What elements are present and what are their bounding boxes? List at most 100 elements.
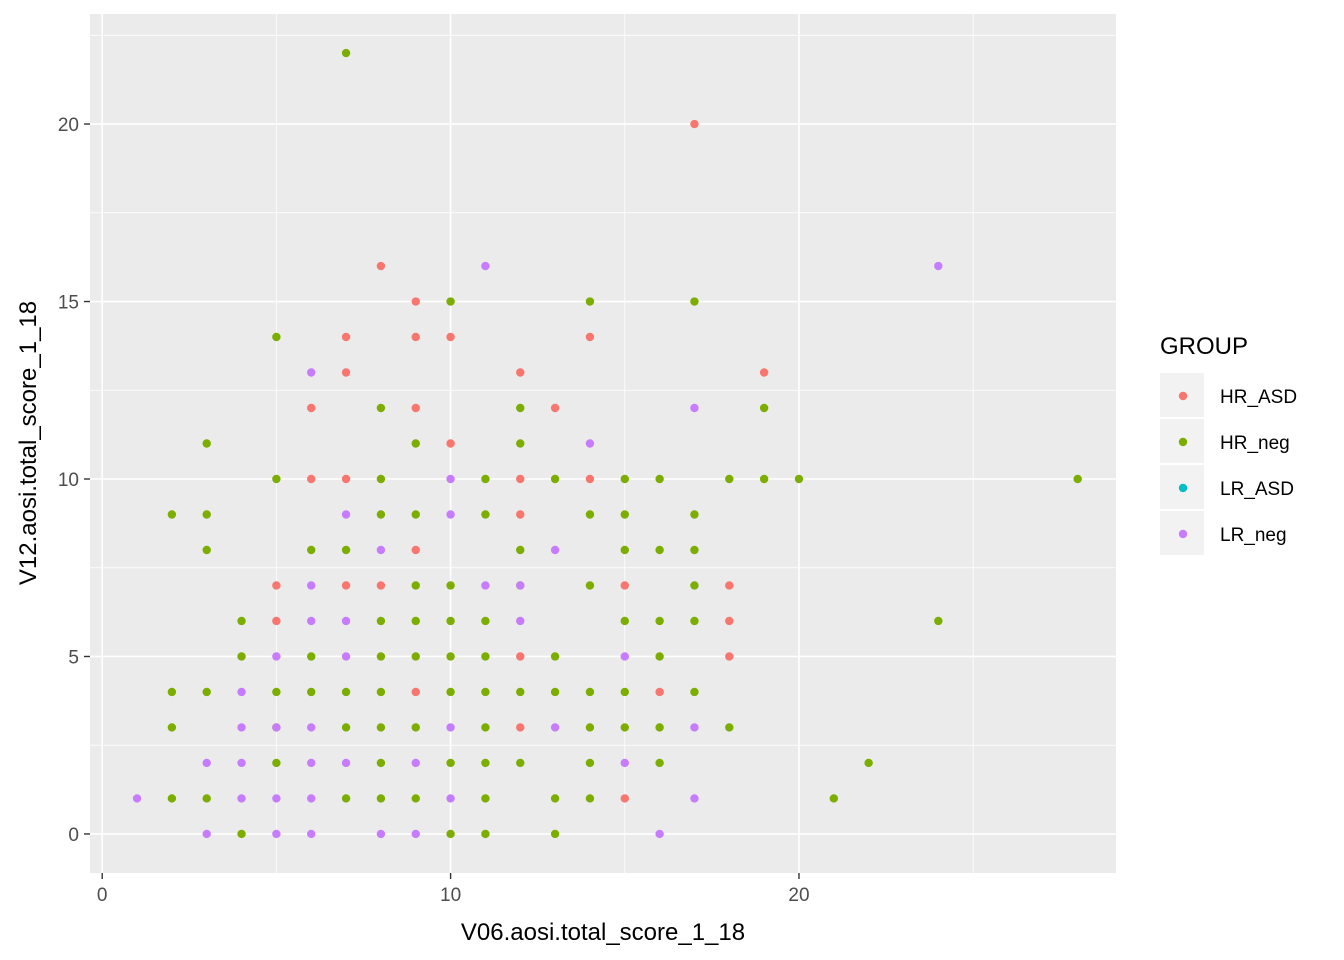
point-HR_neg bbox=[550, 687, 560, 697]
point-LR_neg bbox=[550, 545, 560, 555]
point-HR_neg bbox=[516, 687, 525, 697]
point-LR_neg bbox=[411, 829, 420, 839]
point-HR_neg bbox=[411, 723, 420, 732]
point-HR_neg bbox=[202, 510, 211, 519]
point-HR_neg bbox=[550, 794, 560, 803]
point-HR_neg bbox=[585, 687, 595, 697]
point-HR_neg bbox=[376, 758, 386, 768]
point-LR_neg bbox=[237, 687, 246, 697]
point-HR_neg bbox=[481, 723, 490, 732]
point-HR_neg bbox=[690, 687, 699, 697]
point-LR_neg bbox=[202, 829, 211, 839]
point-HR_ASD bbox=[550, 403, 560, 413]
point-HR_neg bbox=[585, 723, 595, 732]
point-LR_neg bbox=[272, 652, 281, 661]
point-HR_ASD bbox=[411, 332, 420, 342]
point-LR_neg bbox=[620, 652, 629, 661]
point-HR_neg bbox=[202, 545, 211, 555]
point-HR_neg bbox=[620, 616, 629, 626]
point-HR_ASD bbox=[585, 332, 595, 342]
point-HR_neg bbox=[446, 829, 455, 839]
point-HR_ASD bbox=[759, 368, 769, 377]
point-HR_neg bbox=[411, 794, 420, 803]
point-LR_neg bbox=[446, 794, 455, 803]
point-HR_ASD bbox=[341, 332, 351, 342]
point-HR_neg bbox=[307, 652, 316, 661]
point-HR_neg bbox=[759, 474, 769, 484]
point-LR_neg bbox=[481, 261, 490, 271]
point-HR_neg bbox=[376, 616, 386, 626]
point-HR_neg bbox=[690, 510, 699, 519]
point-HR_neg bbox=[550, 829, 560, 839]
point-HR_neg bbox=[620, 687, 629, 697]
legend: HR_ASD HR_neg LR_ASD LR_neg bbox=[1160, 373, 1297, 555]
point-HR_neg bbox=[655, 758, 664, 768]
point-HR_neg bbox=[481, 829, 490, 839]
point-LR_neg bbox=[481, 581, 490, 590]
point-HR_neg bbox=[864, 758, 873, 768]
panel-background bbox=[90, 14, 1116, 873]
point-HR_neg bbox=[202, 687, 211, 697]
data-points bbox=[132, 48, 1082, 839]
point-HR_ASD bbox=[307, 474, 316, 484]
point-LR_neg bbox=[411, 758, 420, 768]
point-HR_neg bbox=[794, 474, 804, 484]
point-HR_neg bbox=[481, 616, 490, 626]
legend-label-HR_ASD: HR_ASD bbox=[1220, 387, 1297, 408]
point-HR_ASD bbox=[516, 652, 525, 661]
gridlines bbox=[90, 14, 1116, 873]
point-HR_neg bbox=[655, 652, 664, 661]
point-HR_ASD bbox=[272, 616, 281, 626]
point-HR_neg bbox=[237, 616, 246, 626]
point-LR_neg bbox=[585, 439, 595, 448]
point-HR_neg bbox=[585, 758, 595, 768]
point-HR_neg bbox=[655, 616, 664, 626]
point-HR_neg bbox=[550, 474, 560, 484]
point-HR_neg bbox=[376, 510, 386, 519]
point-HR_neg bbox=[690, 581, 699, 590]
point-HR_ASD bbox=[376, 261, 386, 271]
point-HR_neg bbox=[655, 474, 664, 484]
point-LR_neg bbox=[341, 652, 351, 661]
point-HR_neg bbox=[655, 723, 664, 732]
legend-label-HR_neg: HR_neg bbox=[1220, 433, 1290, 454]
point-LR_neg bbox=[307, 616, 316, 626]
point-HR_neg bbox=[237, 652, 246, 661]
point-HR_neg bbox=[376, 687, 386, 697]
y-tick-label: 0 bbox=[68, 825, 79, 846]
point-HR_neg bbox=[167, 510, 177, 519]
point-LR_neg bbox=[237, 758, 246, 768]
point-HR_neg bbox=[341, 48, 351, 58]
point-HR_ASD bbox=[272, 581, 281, 590]
point-HR_neg bbox=[376, 723, 386, 732]
point-HR_neg bbox=[272, 332, 281, 342]
point-HR_neg bbox=[411, 439, 420, 448]
point-HR_neg bbox=[446, 616, 455, 626]
point-LR_neg bbox=[272, 723, 281, 732]
point-LR_neg bbox=[690, 794, 699, 803]
point-HR_neg bbox=[725, 474, 734, 484]
point-LR_neg bbox=[341, 510, 351, 519]
point-HR_neg bbox=[167, 687, 177, 697]
point-LR_neg bbox=[202, 758, 211, 768]
point-LR_neg bbox=[132, 794, 142, 803]
point-HR_ASD bbox=[307, 403, 316, 413]
legend-key-LR_ASD bbox=[1178, 483, 1188, 493]
point-HR_neg bbox=[516, 439, 525, 448]
y-tick-label: 5 bbox=[68, 647, 79, 668]
point-LR_neg bbox=[446, 510, 455, 519]
point-HR_neg bbox=[516, 403, 525, 413]
point-HR_neg bbox=[620, 723, 629, 732]
axis-ticks: 0 10 20 0 5 10 15 20 bbox=[58, 115, 810, 906]
point-HR_neg bbox=[411, 652, 420, 661]
point-HR_neg bbox=[237, 829, 246, 839]
point-LR_neg bbox=[341, 758, 351, 768]
x-tick-label: 10 bbox=[440, 885, 461, 906]
point-HR_ASD bbox=[411, 403, 420, 413]
point-HR_ASD bbox=[516, 723, 525, 732]
point-HR_neg bbox=[585, 794, 595, 803]
point-LR_neg bbox=[307, 581, 316, 590]
point-LR_neg bbox=[620, 758, 629, 768]
point-LR_neg bbox=[690, 723, 699, 732]
